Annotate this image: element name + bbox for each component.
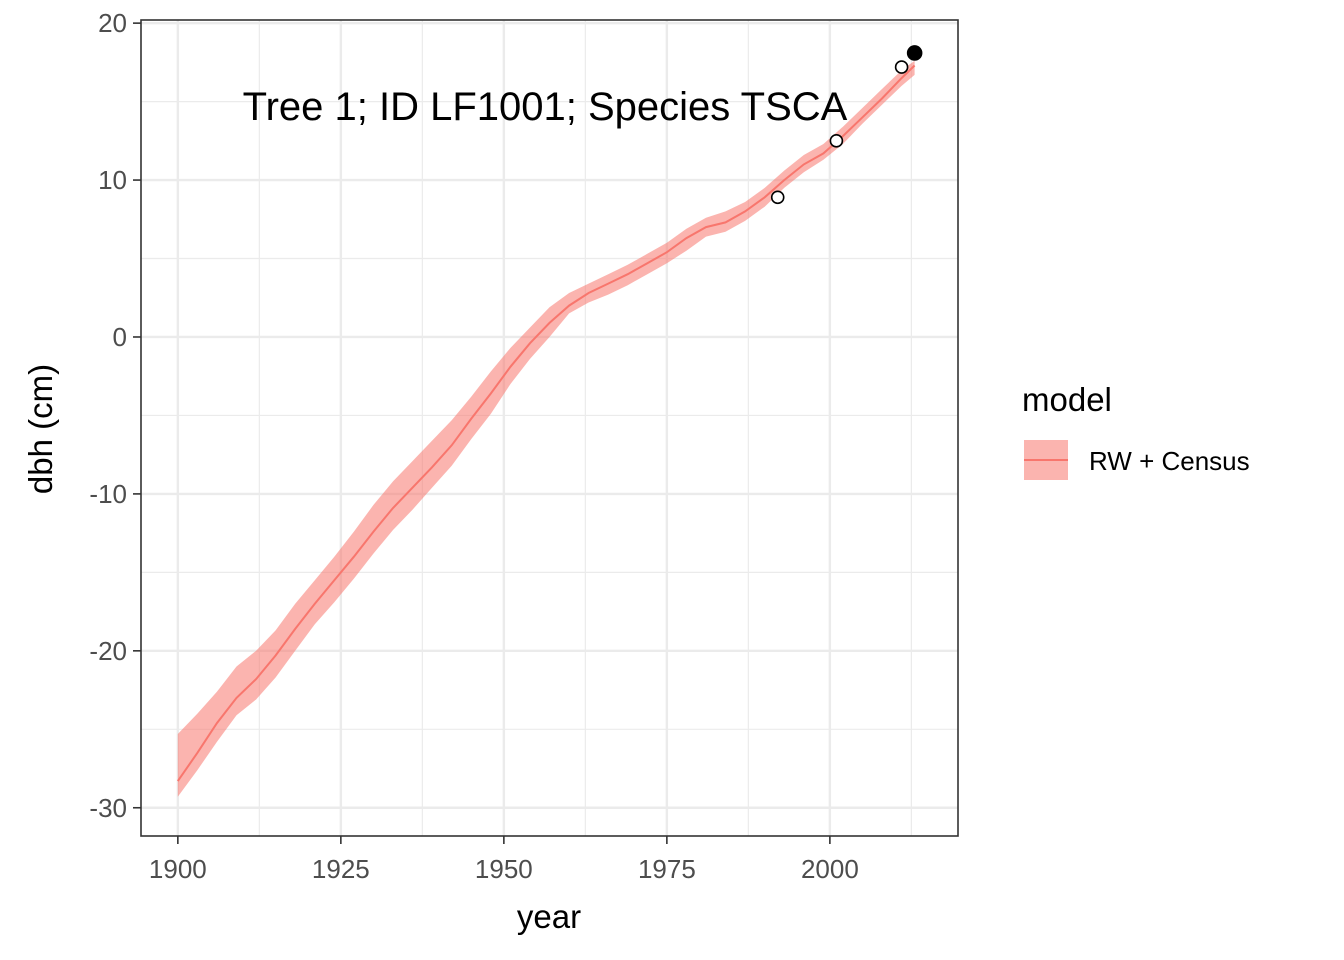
- legend: model RW + Census: [1022, 381, 1250, 480]
- y-tick-label: -10: [89, 479, 127, 509]
- chart-annotation: Tree 1; ID LF1001; Species TSCA: [243, 85, 848, 129]
- census-point-open: [770, 190, 785, 205]
- series-line-layer: [176, 64, 916, 782]
- y-tick-label: -20: [89, 636, 127, 666]
- x-tick-label: 2000: [801, 854, 859, 884]
- x-tick-label: 1950: [475, 854, 533, 884]
- confidence-ribbon-layer: [177, 60, 915, 797]
- legend-label-rw-census: RW + Census: [1089, 446, 1250, 476]
- panel-border: [140, 19, 959, 837]
- census-point-open: [894, 60, 909, 74]
- census-point-open: [829, 134, 844, 148]
- legend-title: model: [1022, 381, 1112, 418]
- x-axis-ticks: 1900 1925 1950 1975 2000: [149, 836, 859, 884]
- series-ribbon: [177, 60, 915, 797]
- y-axis-title: dbh (cm): [22, 364, 59, 494]
- series-line: [176, 64, 916, 782]
- census-point-filled: [906, 45, 923, 61]
- y-axis-ticks: -30 -20 -10 0 10 20: [89, 8, 141, 823]
- census-points-layer: [770, 45, 923, 205]
- major-gridlines: [141, 20, 958, 836]
- y-tick-label: 20: [98, 8, 127, 38]
- minor-gridlines: [141, 20, 958, 836]
- y-tick-label: 0: [113, 322, 127, 352]
- x-tick-label: 1925: [312, 854, 370, 884]
- y-tick-label: 10: [98, 165, 127, 195]
- y-tick-label: -30: [89, 793, 127, 823]
- x-tick-label: 1900: [149, 854, 207, 884]
- x-axis-title: year: [517, 898, 581, 935]
- x-tick-label: 1975: [638, 854, 696, 884]
